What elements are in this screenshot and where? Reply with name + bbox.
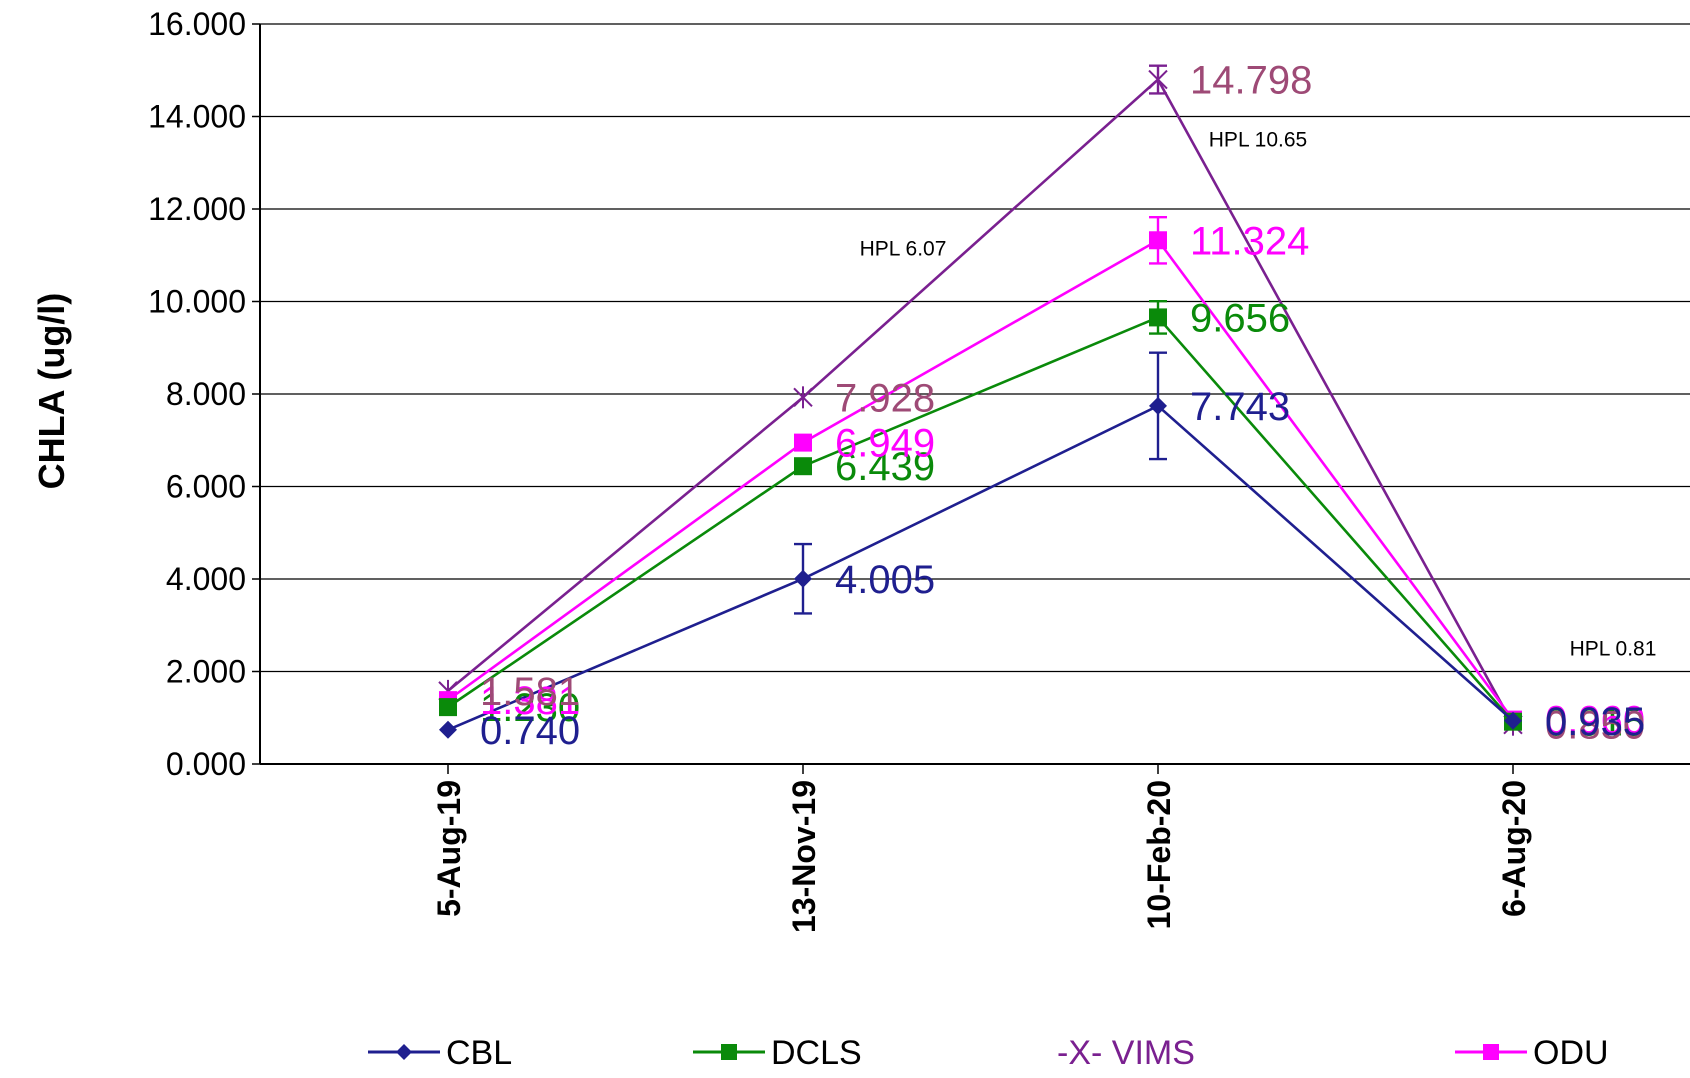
diamond-marker — [439, 720, 457, 739]
diamond-marker — [794, 569, 812, 588]
hpl-annotation: HPL 0.81 — [1570, 637, 1657, 660]
y-axis-title: CHLA (ug/l) — [31, 293, 72, 490]
y-tick-label: 0.000 — [166, 746, 246, 782]
gridlines — [260, 23, 1690, 673]
y-tick-label: 16.000 — [148, 6, 246, 42]
x-tick-label: 5-Aug-19 — [431, 780, 467, 917]
data-label-vims: 0.850 — [1545, 704, 1645, 748]
y-tick-label: 8.000 — [166, 376, 246, 412]
data-label-dcls: 9.656 — [1190, 296, 1290, 340]
asterisk-marker — [793, 386, 813, 409]
diamond-marker — [1504, 711, 1522, 730]
data-label-odu: 1.381 — [480, 679, 580, 723]
data-label-odu: 0.960 — [1545, 699, 1645, 743]
series-line-vims — [447, 77, 1515, 726]
square-marker — [1149, 308, 1167, 327]
asterisk-marker — [1148, 68, 1168, 91]
y-tick-label: 14.000 — [148, 99, 246, 135]
legend-label-vims: -X- VIMS — [1057, 1034, 1195, 1072]
square-marker — [439, 698, 457, 717]
data-label-dcls: 1.230 — [480, 686, 580, 730]
data-label-cbl: 4.005 — [835, 558, 935, 602]
x-tick-label: 10-Feb-20 — [1141, 780, 1177, 929]
square-marker — [721, 1044, 737, 1060]
annotations: HPL 6.07 HPL 10.65 HPL 0.81 — [860, 129, 1657, 661]
axes: 0.000 2.000 4.000 6.000 8.000 10.000 12.000 14.… — [148, 6, 1690, 933]
data-label-vims: 14.798 — [1190, 59, 1312, 103]
y-tick-label: 2.000 — [166, 654, 246, 690]
data-label-cbl: 0.935 — [1545, 700, 1645, 744]
data-label-dcls: 6.439 — [835, 445, 935, 489]
series-line-dcls — [447, 315, 1514, 723]
y-tick-label: 12.000 — [148, 191, 246, 227]
data-label-vims: 1.581 — [480, 670, 580, 714]
series-line-odu — [447, 238, 1515, 721]
data-label-cbl: 7.743 — [1190, 385, 1290, 429]
legend-label-odu: ODU — [1533, 1034, 1609, 1072]
legend-label-cbl: CBL — [446, 1034, 512, 1072]
square-marker — [794, 457, 812, 476]
square-marker — [1149, 231, 1167, 250]
series-line-cbl — [447, 404, 1514, 731]
x-tick-label: 13-Nov-19 — [786, 780, 822, 933]
series-lines — [438, 64, 1523, 739]
legend: CBL DCLS -X- VIMS ODU — [368, 1034, 1609, 1072]
data-labels: 1.230 6.439 9.656 0.915 1.381 6.949 11.324 0.96… — [480, 59, 1645, 753]
hpl-annotation: HPL 6.07 — [860, 237, 947, 260]
x-tick-label: 6-Aug-20 — [1496, 780, 1532, 917]
data-label-vims: 7.928 — [835, 376, 935, 420]
data-label-odu: 6.949 — [835, 422, 935, 466]
y-tick-label: 6.000 — [166, 469, 246, 505]
legend-label-dcls: DCLS — [771, 1034, 862, 1072]
square-marker — [1483, 1044, 1499, 1060]
diamond-marker — [396, 1044, 412, 1060]
diamond-marker — [1149, 396, 1167, 415]
data-label-dcls: 0.915 — [1545, 701, 1645, 745]
hpl-annotation: HPL 10.65 — [1209, 129, 1307, 152]
data-label-odu: 11.324 — [1190, 219, 1309, 263]
y-tick-label: 10.000 — [148, 284, 246, 320]
y-tick-label: 4.000 — [166, 561, 246, 597]
data-label-cbl: 0.740 — [480, 709, 580, 753]
square-marker — [794, 433, 812, 452]
